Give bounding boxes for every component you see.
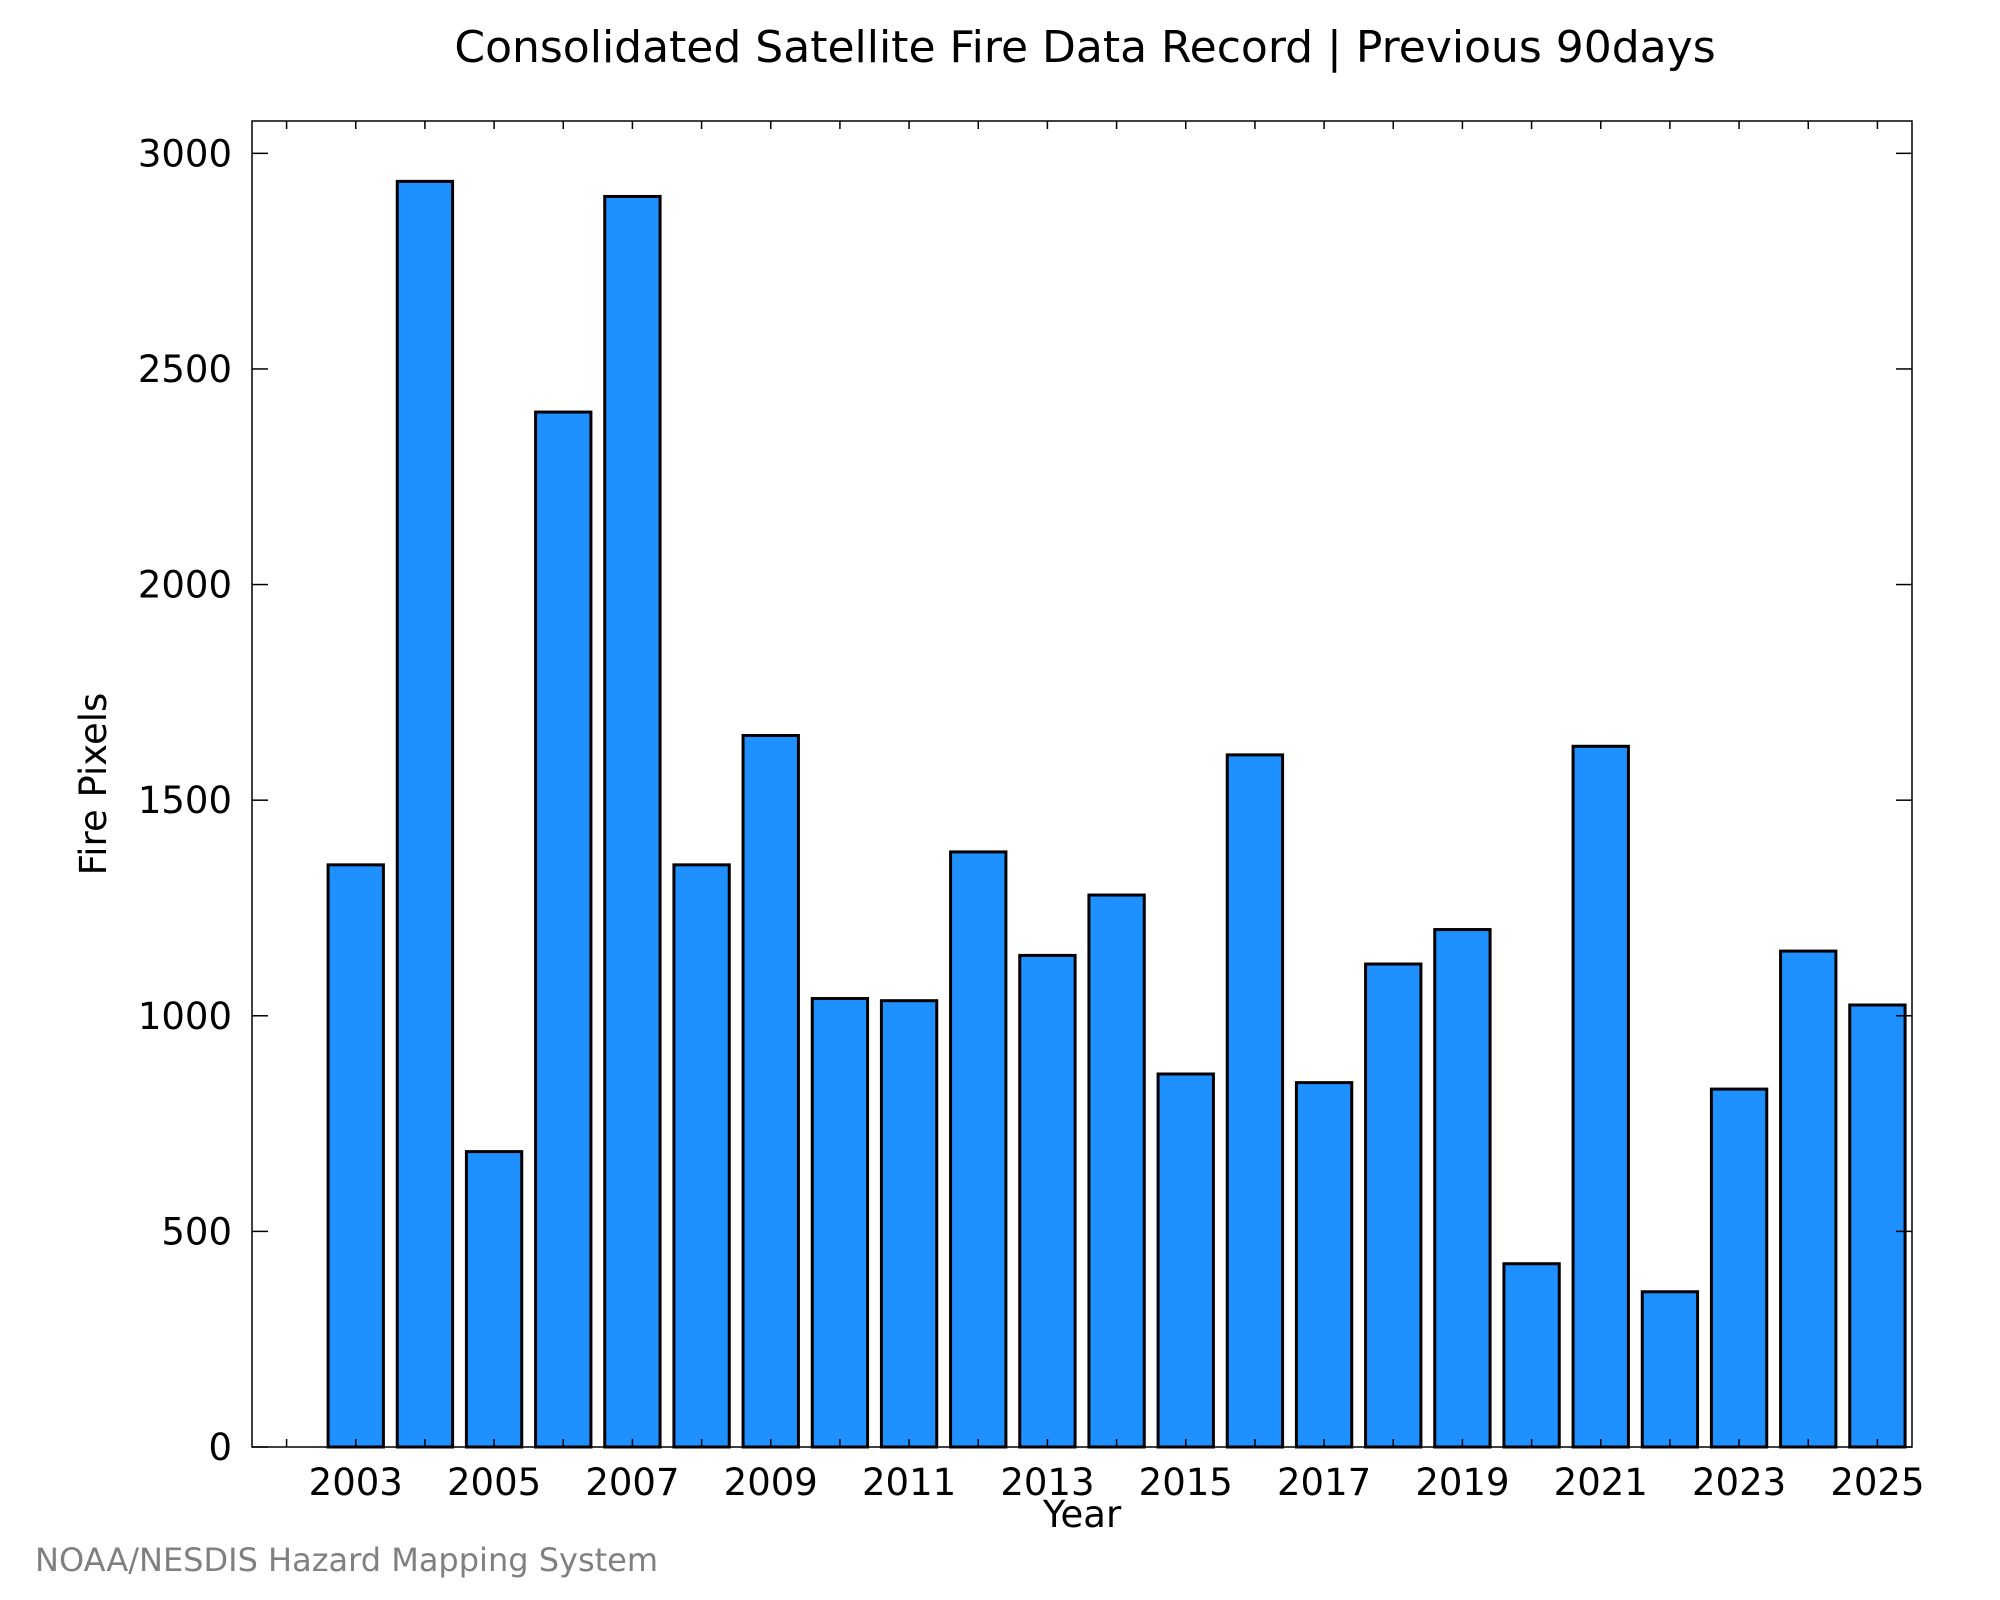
- x-tick-label: 2017: [1277, 1461, 1371, 1504]
- ticks-group: [252, 121, 1912, 1448]
- bar-2003: [326, 863, 385, 1449]
- bar-2022: [1640, 1290, 1700, 1449]
- x-tick-label: 2003: [309, 1461, 403, 1504]
- y-tick-label: 1500: [138, 779, 232, 822]
- bar-2009: [741, 733, 800, 1449]
- x-axis-label: Year: [1042, 1493, 1122, 1536]
- bar-2006: [534, 410, 593, 1449]
- plot-area: [251, 120, 1913, 1449]
- bar-2008: [672, 863, 731, 1449]
- bar-2005: [464, 1150, 524, 1449]
- x-tick-label: 2005: [447, 1461, 541, 1504]
- plot-frame: [251, 120, 1913, 1448]
- x-tick-labels: 2003 2005 2007 2009 2011 2013 2015 2017 2019 2021…: [309, 1461, 1925, 1504]
- x-tick-label: 2025: [1830, 1461, 1924, 1504]
- bar-2020: [1502, 1262, 1561, 1449]
- x-tick-label: 2009: [724, 1461, 818, 1504]
- bars-group: [326, 179, 1907, 1449]
- bar-2014: [1087, 893, 1146, 1449]
- bar-2010: [810, 997, 870, 1449]
- source-credit: NOAA/NESDIS Hazard Mapping System: [35, 1541, 658, 1579]
- y-axis-label: Fire Pixels: [72, 693, 115, 876]
- y-tick-label: 2000: [138, 564, 232, 607]
- bar-2019: [1433, 928, 1492, 1449]
- bar-2021: [1571, 744, 1630, 1449]
- bar-2024: [1779, 949, 1838, 1449]
- x-tick-label: 2019: [1415, 1461, 1509, 1504]
- bar-2015: [1156, 1072, 1215, 1449]
- bar-2018: [1364, 962, 1423, 1449]
- y-tick-label: 3000: [138, 132, 232, 175]
- bar-2011: [879, 999, 939, 1449]
- bar-2017: [1294, 1081, 1354, 1449]
- x-tick-label: 2013: [1000, 1461, 1094, 1504]
- bar-2023: [1709, 1087, 1769, 1449]
- x-tick-label: 2023: [1692, 1461, 1786, 1504]
- y-tick-label: 0: [208, 1426, 232, 1469]
- y-tick-label: 2500: [138, 348, 232, 391]
- y-tick-label: 1000: [138, 995, 232, 1038]
- y-tick-label: 500: [161, 1210, 232, 1253]
- bar-2004: [395, 179, 455, 1449]
- bar-2016: [1225, 753, 1285, 1449]
- x-tick-label: 2011: [862, 1461, 956, 1504]
- y-tick-labels: 0 500 1000 1500 2000 2500 3000: [138, 132, 232, 1469]
- bar-2013: [1018, 953, 1077, 1449]
- bar-2007: [603, 194, 662, 1449]
- x-tick-label: 2015: [1139, 1461, 1233, 1504]
- chart-title: Consolidated Satellite Fire Data Record …: [454, 22, 1715, 73]
- x-tick-label: 2007: [585, 1461, 679, 1504]
- bar-2012: [949, 850, 1008, 1449]
- bar-2025: [1848, 1003, 1907, 1449]
- x-tick-label: 2021: [1554, 1461, 1648, 1504]
